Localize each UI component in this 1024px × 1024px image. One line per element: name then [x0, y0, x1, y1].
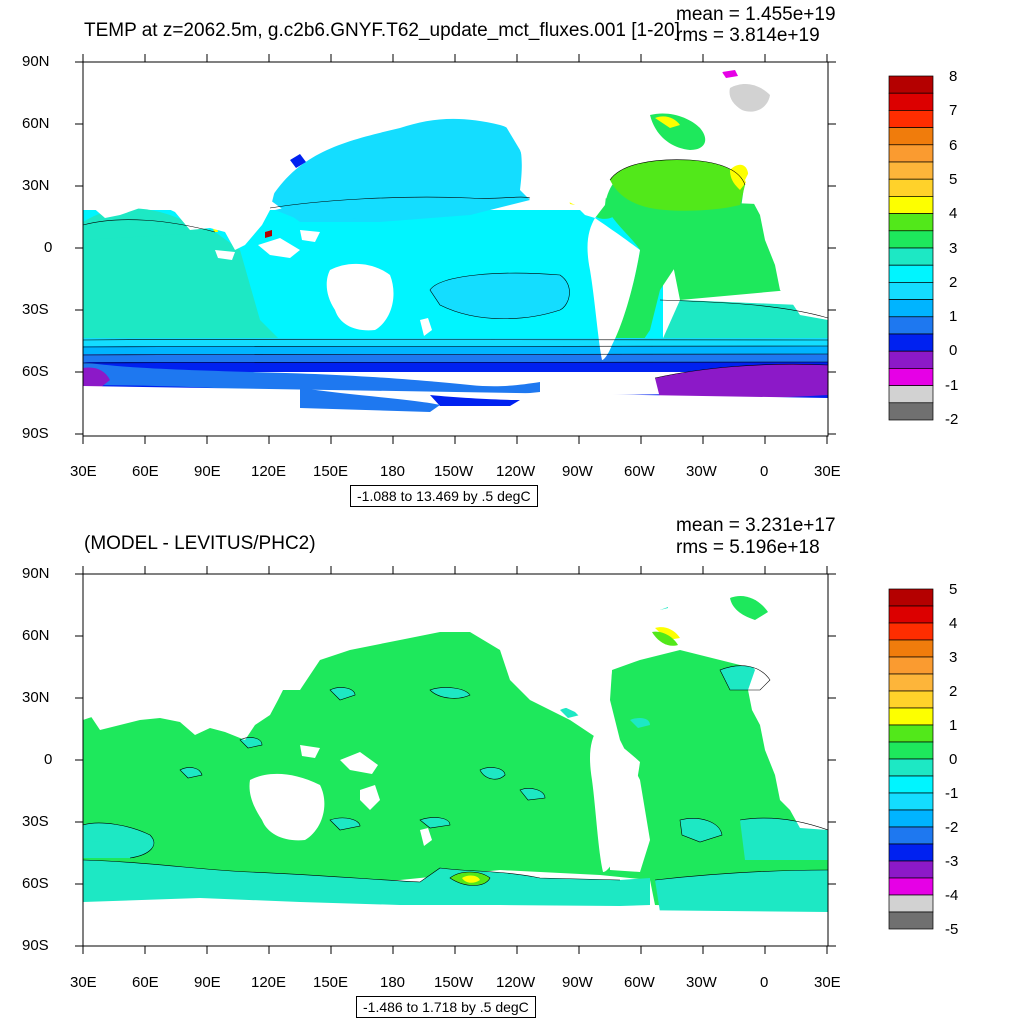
- panel2-lon-label: 30E: [814, 974, 841, 991]
- panel1-colorbar-label: 0: [949, 342, 958, 359]
- panel1-colorbar-label: 3: [949, 240, 958, 257]
- panel1-lat-label: 0: [44, 239, 53, 256]
- panel2-lon-label: 90W: [562, 974, 593, 991]
- panel1-lon-label: 90W: [562, 463, 593, 480]
- panel2-lat-label: 90S: [22, 937, 49, 954]
- panel2-lon-label: 0: [760, 974, 769, 991]
- panel2-lat-label: 60N: [22, 627, 50, 644]
- panel2-colorbar-label: 0: [949, 751, 958, 768]
- panel2-mean: mean = 3.231e+17: [676, 515, 836, 536]
- panel1-colorbar-label: -2: [945, 411, 959, 428]
- panel1-lon-label: 30E: [70, 463, 97, 480]
- panel2-colorbar-label: 2: [949, 683, 958, 700]
- panel2-lon-label: 30E: [70, 974, 97, 991]
- panel2-lon-label: 60E: [132, 974, 159, 991]
- panel1-lat-label: 60S: [22, 363, 49, 380]
- panel1-lat-label: 60N: [22, 115, 50, 132]
- panel1-map: [83, 62, 828, 436]
- panel2-colorbar-label: -2: [945, 819, 959, 836]
- panel2-lat-label: 60S: [22, 875, 49, 892]
- panel2-colorbar-label: -3: [945, 853, 959, 870]
- panel2-rms: rms = 5.196e+18: [676, 537, 820, 558]
- panel2-lon-label: 150E: [313, 974, 349, 991]
- panel1-lon-label: 120E: [251, 463, 287, 480]
- panel1-colorbar-label: 8: [949, 68, 958, 85]
- panel1-lon-label: 30E: [814, 463, 841, 480]
- panel1-lon-label: 30W: [686, 463, 717, 480]
- panel2-lon-label: 120W: [496, 974, 536, 991]
- panel2-lon-label: 120E: [251, 974, 287, 991]
- panel1-colorbar-label: 1: [949, 308, 958, 325]
- panel1-lon-label: 150E: [313, 463, 349, 480]
- panel2-colorbar-label: 4: [949, 615, 958, 632]
- panel2-lon-label: 180: [380, 974, 406, 991]
- panel1-range-label: -1.088 to 13.469 by .5 degC: [350, 485, 538, 507]
- panel1-lon-label: 90E: [194, 463, 221, 480]
- panel2-colorbar-label: -1: [945, 785, 959, 802]
- panel2-lon-label: 90E: [194, 974, 221, 991]
- panel1-rms: rms = 3.814e+19: [676, 25, 820, 46]
- panel2-lon-label: 150W: [434, 974, 474, 991]
- panel2-colorbar-label: 5: [949, 581, 958, 598]
- panel1-colorbar-label: 6: [949, 137, 958, 154]
- panel1-colorbar-label: 7: [949, 102, 958, 119]
- panel1-lon-label: 180: [380, 463, 406, 480]
- panel1-lat-label: 30N: [22, 177, 50, 194]
- panel2-colorbar-label: 3: [949, 649, 958, 666]
- panel1-lon-label: 150W: [434, 463, 474, 480]
- panel2-colorbar-label: -5: [945, 921, 959, 938]
- panel2-colorbar-label: -4: [945, 887, 959, 904]
- panel2-lat-label: 0: [44, 751, 53, 768]
- panel2-lat-label: 30N: [22, 689, 50, 706]
- panel1-colorbar-label: 4: [949, 205, 958, 222]
- panel2-title: (MODEL - LEVITUS/PHC2): [84, 533, 316, 554]
- panel1-lon-label: 60E: [132, 463, 159, 480]
- panel1-colorbar-label: 5: [949, 171, 958, 188]
- panel2-lon-label: 60W: [624, 974, 655, 991]
- panel1-colorbar-label: 2: [949, 274, 958, 291]
- panel2-map: [83, 574, 828, 946]
- panel1-colorbar: [888, 75, 934, 421]
- panel1-lat-label: 30S: [22, 301, 49, 318]
- panel1-lon-label: 60W: [624, 463, 655, 480]
- panel2-colorbar-label: 1: [949, 717, 958, 734]
- panel2-colorbar: [888, 588, 934, 930]
- panel1-lat-label: 90N: [22, 53, 50, 70]
- panel1-lon-label: 0: [760, 463, 769, 480]
- panel1-lat-label: 90S: [22, 425, 49, 442]
- panel2-lat-label: 30S: [22, 813, 49, 830]
- panel1-lon-label: 120W: [496, 463, 536, 480]
- panel2-range-label: -1.486 to 1.718 by .5 degC: [356, 996, 536, 1018]
- panel1-ticks: [75, 54, 836, 444]
- panel1-mean: mean = 1.455e+19: [676, 4, 836, 25]
- panel1-title: TEMP at z=2062.5m, g.c2b6.GNYF.T62_updat…: [84, 20, 680, 41]
- panel2-lon-label: 30W: [686, 974, 717, 991]
- panel2-ticks: [75, 566, 836, 954]
- panel1-colorbar-label: -1: [945, 377, 959, 394]
- panel2-lat-label: 90N: [22, 565, 50, 582]
